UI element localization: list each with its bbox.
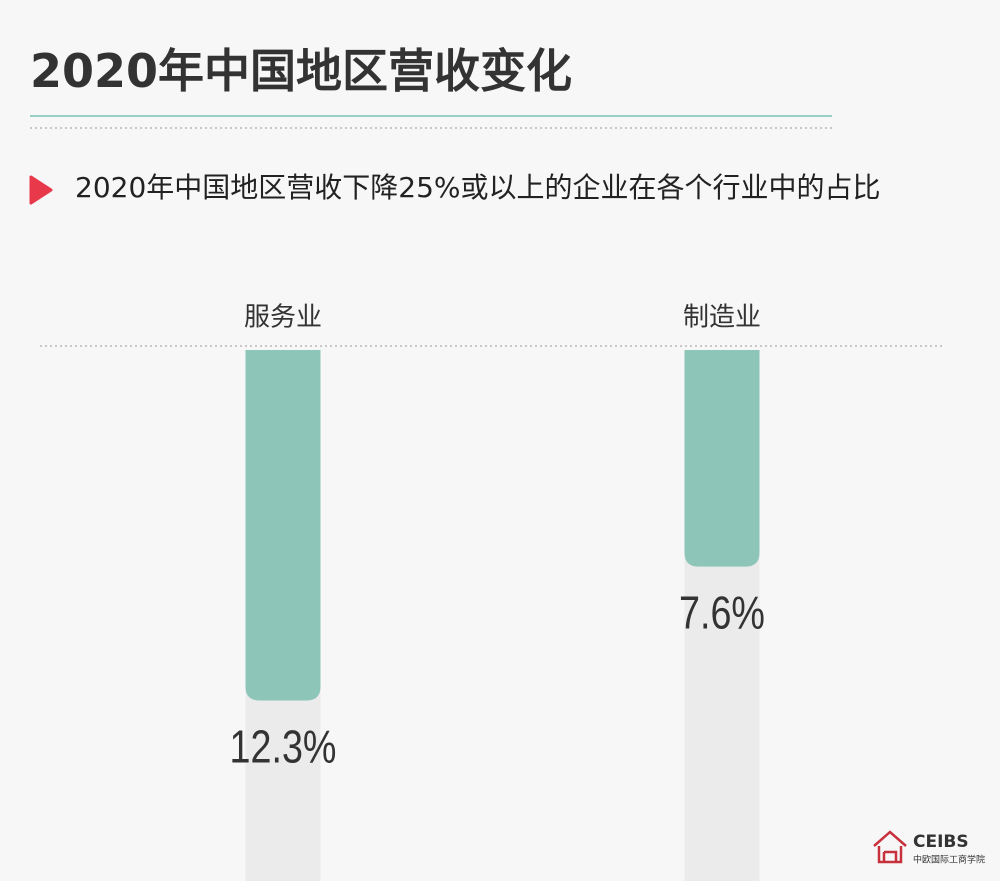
- bar: [684, 350, 760, 567]
- value-label: 12.3%: [230, 721, 337, 772]
- logo-tagline: 中欧国际工商学院: [913, 854, 985, 866]
- category-label: 服务业: [244, 303, 322, 333]
- value-label: 7.6%: [679, 587, 765, 638]
- logo: CEIBS 中欧国际工商学院: [873, 830, 985, 866]
- bar: [245, 350, 321, 701]
- category-label: 制造业: [683, 303, 761, 333]
- logo-name: CEIBS: [913, 832, 969, 852]
- chart-subtitle: 2020年中国地区营收下降25%或以上的企业在各个行业中的占比: [75, 171, 881, 204]
- subtitle-marker: [29, 175, 53, 205]
- logo-icon: [873, 830, 907, 864]
- chart-title: 2020年中国地区营收变化: [30, 44, 573, 98]
